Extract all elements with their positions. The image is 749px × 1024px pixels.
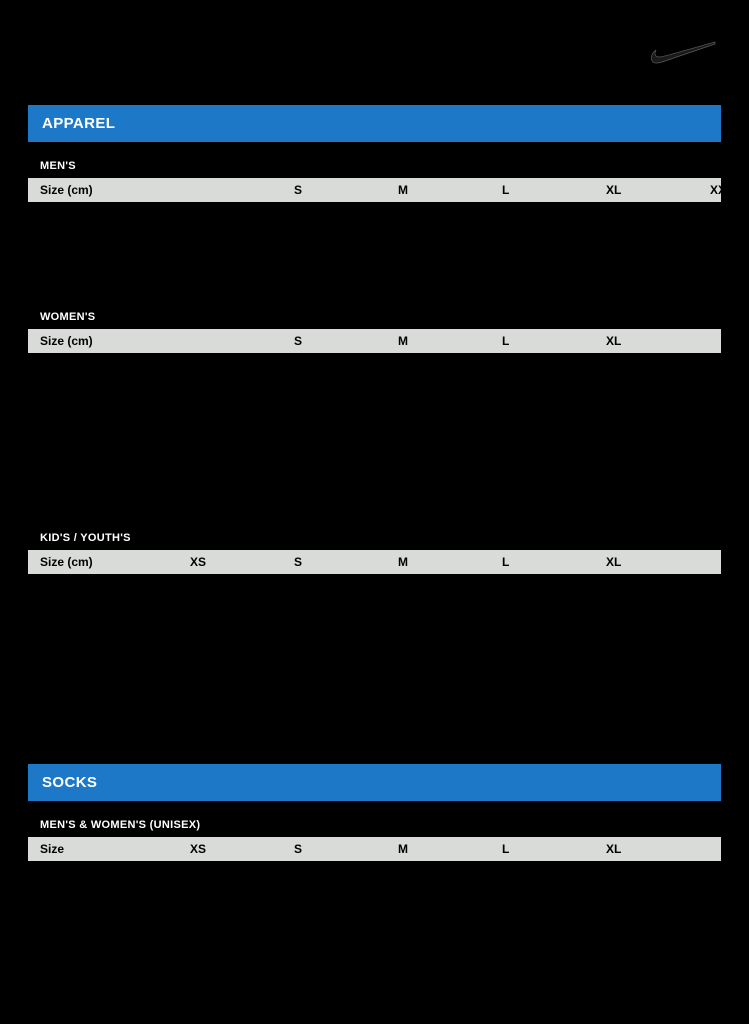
kids-row-label: Size (cm) bbox=[40, 555, 190, 569]
kids-size-1: S bbox=[294, 555, 398, 569]
brand-swoosh-icon bbox=[649, 40, 719, 71]
womens-size-0: S bbox=[294, 334, 398, 348]
kids-size-0: XS bbox=[190, 555, 294, 569]
unisex-size-row: Size XS S M L XL bbox=[28, 837, 721, 861]
womens-size-2: L bbox=[502, 334, 606, 348]
mens-size-1: M bbox=[398, 183, 502, 197]
kids-label-text: KID'S / YOUTH'S bbox=[40, 532, 131, 544]
apparel-banner-text: APPAREL bbox=[42, 115, 115, 132]
womens-size-3: XL bbox=[606, 334, 710, 348]
womens-label: WOMEN'S bbox=[28, 307, 721, 329]
mens-size-3: XL bbox=[606, 183, 710, 197]
kids-size-4: XL bbox=[606, 555, 710, 569]
mens-label: MEN'S bbox=[28, 156, 721, 178]
mens-row-label: Size (cm) bbox=[40, 183, 190, 197]
unisex-label: MEN'S & WOMEN'S (UNISEX) bbox=[28, 815, 721, 837]
unisex-size-0: XS bbox=[190, 842, 294, 856]
kids-size-2: M bbox=[398, 555, 502, 569]
unisex-size-3: L bbox=[502, 842, 606, 856]
mens-size-0: S bbox=[294, 183, 398, 197]
size-chart-page: APPAREL MEN'S Size (cm) S M L XL XXL WOM… bbox=[0, 0, 749, 881]
mens-label-text: MEN'S bbox=[40, 160, 76, 172]
mens-size-2: L bbox=[502, 183, 606, 197]
unisex-row-label: Size bbox=[40, 842, 190, 856]
womens-size-1: M bbox=[398, 334, 502, 348]
womens-row-label: Size (cm) bbox=[40, 334, 190, 348]
womens-size-row: Size (cm) S M L XL bbox=[28, 329, 721, 353]
socks-banner: SOCKS bbox=[28, 764, 721, 801]
apparel-banner: APPAREL bbox=[28, 105, 721, 142]
mens-size-4: XXL bbox=[710, 183, 749, 197]
socks-banner-text: SOCKS bbox=[42, 774, 97, 791]
kids-label: KID'S / YOUTH'S bbox=[28, 528, 721, 550]
unisex-size-1: S bbox=[294, 842, 398, 856]
mens-size-row: Size (cm) S M L XL XXL bbox=[28, 178, 721, 202]
unisex-size-4: XL bbox=[606, 842, 710, 856]
womens-label-text: WOMEN'S bbox=[40, 311, 95, 323]
unisex-size-2: M bbox=[398, 842, 502, 856]
unisex-label-text: MEN'S & WOMEN'S (UNISEX) bbox=[40, 819, 200, 831]
kids-size-row: Size (cm) XS S M L XL bbox=[28, 550, 721, 574]
kids-size-3: L bbox=[502, 555, 606, 569]
